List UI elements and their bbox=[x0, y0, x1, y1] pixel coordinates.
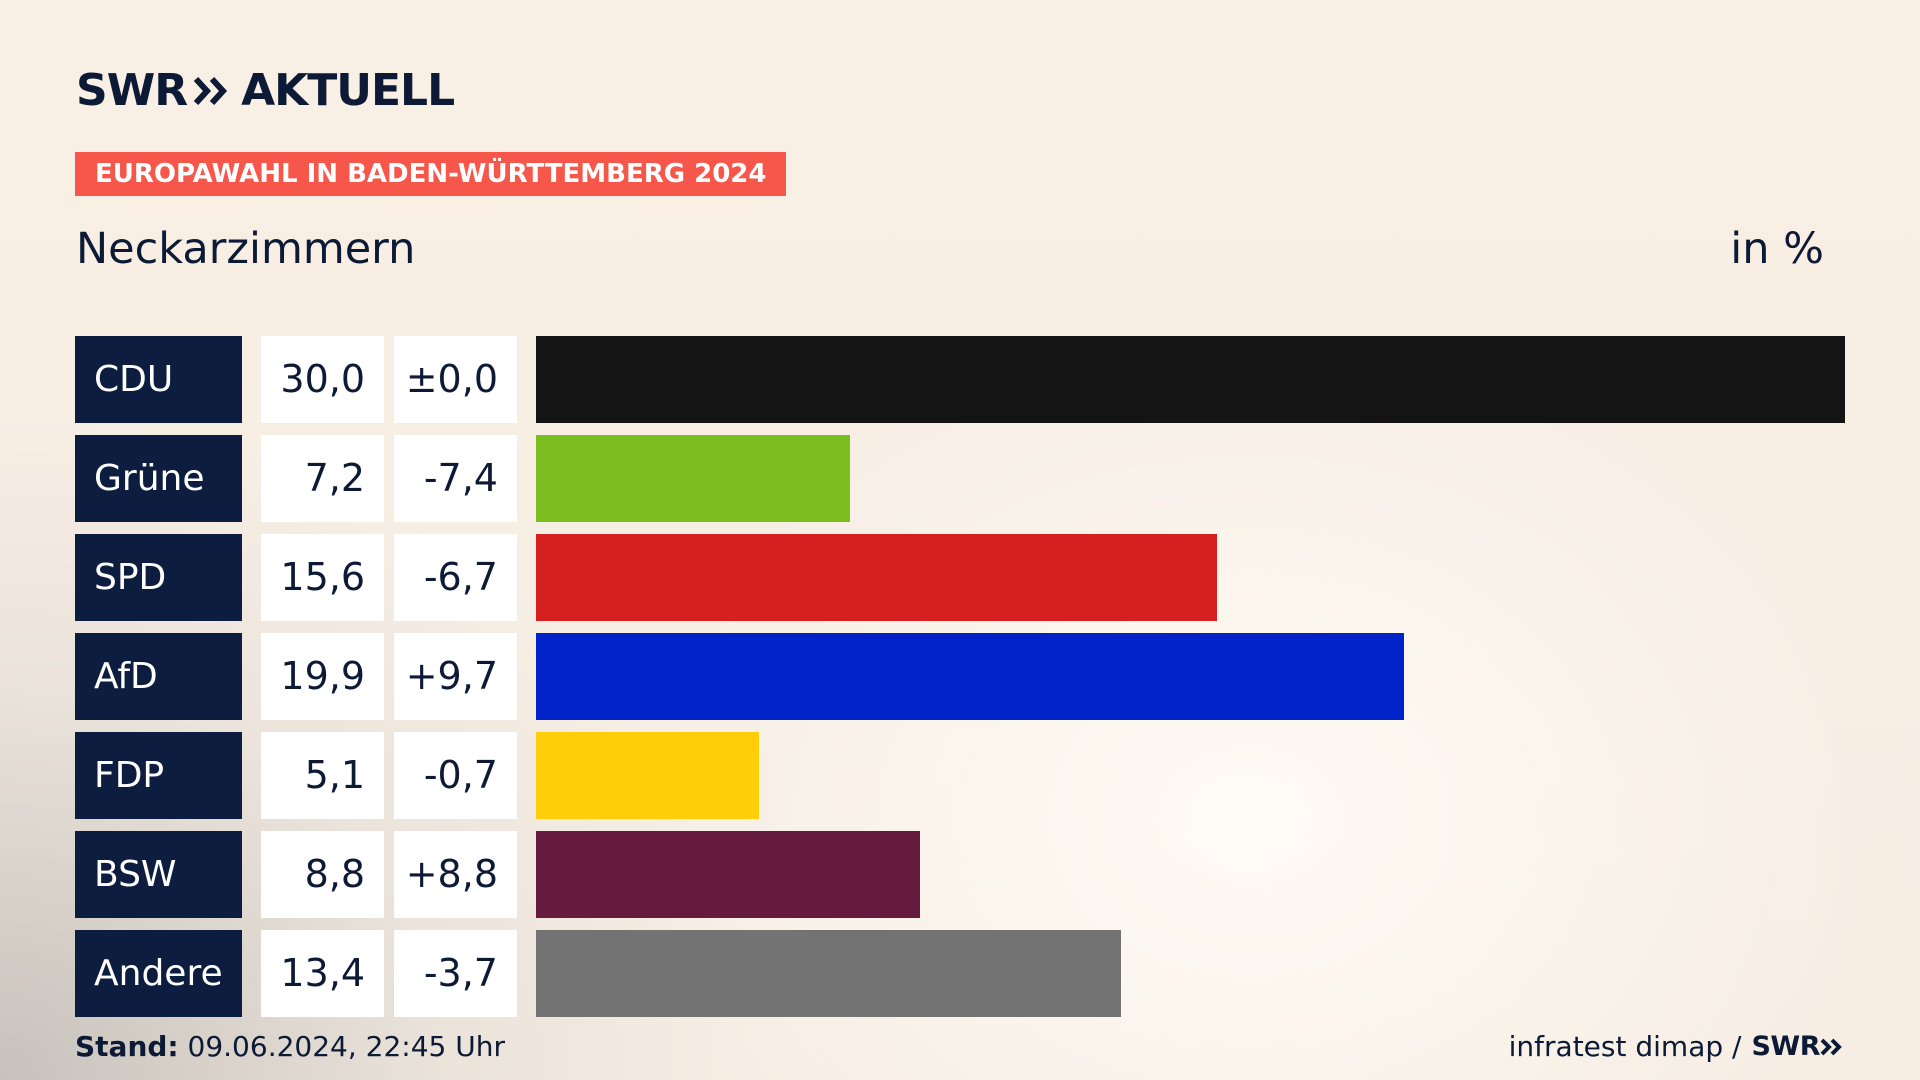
bar bbox=[536, 732, 759, 819]
chart-row: AfD 19,9 +9,7 bbox=[75, 633, 1845, 720]
chart-row: Andere 13,4 -3,7 bbox=[75, 930, 1845, 1017]
bar bbox=[536, 633, 1404, 720]
vote-change-label: -3,7 bbox=[394, 930, 517, 1017]
vote-change-label: ±0,0 bbox=[394, 336, 517, 423]
vote-share-label: 15,6 bbox=[261, 534, 384, 621]
chart-row: CDU 30,0 ±0,0 bbox=[75, 336, 1845, 423]
footer-swr-logo: SWR bbox=[1751, 1031, 1820, 1062]
bar bbox=[536, 831, 920, 918]
vote-share-label: 7,2 bbox=[261, 435, 384, 522]
vote-change-label: -6,7 bbox=[394, 534, 517, 621]
vote-change-label: +9,7 bbox=[394, 633, 517, 720]
party-label: BSW bbox=[75, 831, 242, 918]
source-text: infratest dimap / bbox=[1508, 1030, 1742, 1063]
chart-row: Grüne 7,2 -7,4 bbox=[75, 435, 1845, 522]
timestamp: Stand: 09.06.2024, 22:45 Uhr bbox=[75, 1030, 505, 1064]
unit-label: in % bbox=[1730, 224, 1824, 274]
timestamp-label: Stand: bbox=[75, 1030, 179, 1063]
vote-change-label: -7,4 bbox=[394, 435, 517, 522]
vote-share-label: 19,9 bbox=[261, 633, 384, 720]
chart-row: SPD 15,6 -6,7 bbox=[75, 534, 1845, 621]
double-chevron-icon bbox=[193, 76, 228, 106]
party-label: SPD bbox=[75, 534, 242, 621]
vote-share-label: 8,8 bbox=[261, 831, 384, 918]
party-label: Grüne bbox=[75, 435, 242, 522]
vote-change-label: -0,7 bbox=[394, 732, 517, 819]
chart-row: BSW 8,8 +8,8 bbox=[75, 831, 1845, 918]
vote-share-label: 30,0 bbox=[261, 336, 384, 423]
party-label: CDU bbox=[75, 336, 242, 423]
party-label: AfD bbox=[75, 633, 242, 720]
chart-row: FDP 5,1 -0,7 bbox=[75, 732, 1845, 819]
vote-share-label: 5,1 bbox=[261, 732, 384, 819]
bar bbox=[536, 534, 1217, 621]
bar bbox=[536, 435, 850, 522]
bar bbox=[536, 930, 1121, 1017]
source-credit: infratest dimap / SWR bbox=[1509, 1030, 1844, 1064]
swr-aktuell-logo: SWR AKTUELL bbox=[76, 65, 455, 116]
logo-aktuell: AKTUELL bbox=[241, 65, 455, 116]
party-label: Andere bbox=[75, 930, 242, 1017]
region-title: Neckarzimmern bbox=[76, 224, 416, 274]
logo-swr: SWR bbox=[76, 65, 188, 116]
timestamp-value: 09.06.2024, 22:45 Uhr bbox=[187, 1030, 505, 1063]
bar bbox=[536, 336, 1845, 423]
election-tag: EUROPAWAHL IN BADEN-WÜRTTEMBERG 2024 bbox=[75, 152, 787, 196]
vote-share-label: 13,4 bbox=[261, 930, 384, 1017]
footer-chevron-icon bbox=[1820, 1038, 1842, 1056]
vote-change-label: +8,8 bbox=[394, 831, 517, 918]
party-label: FDP bbox=[75, 732, 242, 819]
